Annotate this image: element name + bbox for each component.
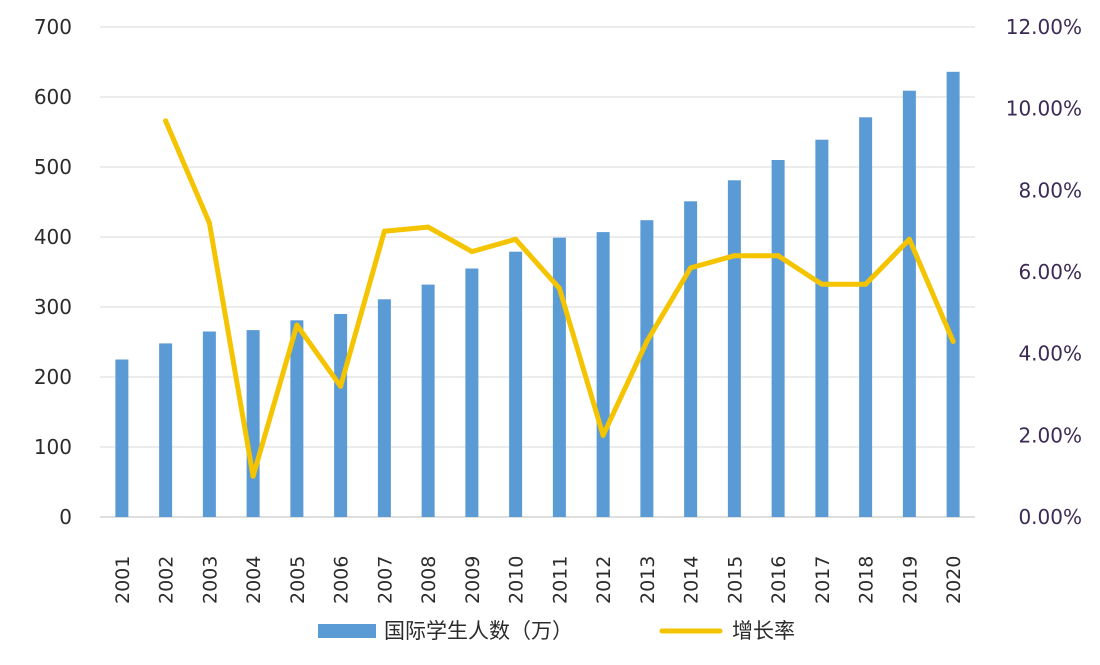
x-tick-label: 2013	[637, 556, 659, 604]
growth-rate-point	[381, 228, 387, 234]
x-tick-label: 2012	[593, 556, 615, 604]
y-left-tick-label: 600	[34, 85, 72, 109]
bar	[596, 232, 610, 517]
left-axis-ticks: 0 100 200 300 400 500 600 700	[34, 15, 72, 529]
growth-rate-point	[950, 338, 956, 344]
x-tick-label: 2006	[331, 556, 353, 604]
x-tick-label: 2001	[112, 556, 134, 604]
y-left-tick-label: 700	[34, 15, 72, 39]
bar	[246, 330, 260, 517]
x-tick-label: 2010	[506, 556, 528, 604]
line-series	[163, 118, 956, 479]
x-tick-label: 2008	[418, 556, 440, 604]
y-right-tick-label: 6.00%	[1018, 260, 1082, 284]
growth-rate-point	[513, 236, 519, 242]
growth-rate-point	[338, 383, 344, 389]
legend-bar-label: 国际学生人数（万）	[384, 619, 573, 643]
bar	[509, 251, 523, 517]
x-axis-ticks: 2001 2002 2003 2004 2005 2006 2007 2008 2009 2010…	[112, 556, 965, 604]
y-right-tick-label: 8.00%	[1018, 178, 1082, 202]
y-right-tick-label: 4.00%	[1018, 342, 1082, 366]
x-tick-label: 2005	[287, 556, 309, 604]
growth-rate-point	[731, 253, 737, 259]
growth-rate-point	[556, 285, 562, 291]
legend-line-label: 增长率	[732, 619, 795, 643]
y-right-tick-label: 12.00%	[1006, 15, 1082, 39]
x-tick-label: 2019	[899, 556, 921, 604]
bar	[771, 160, 785, 517]
growth-rate-point	[469, 249, 475, 255]
x-tick-label: 2015	[724, 556, 746, 604]
growth-rate-point	[600, 432, 606, 438]
bar	[421, 284, 435, 517]
y-left-tick-label: 300	[34, 295, 72, 319]
bar	[465, 268, 479, 517]
bar	[684, 201, 698, 518]
bar-series	[115, 71, 960, 518]
right-axis-ticks: 0.00% 2.00% 4.00% 6.00% 8.00% 10.00% 12.00%	[1006, 15, 1082, 529]
growth-rate-point	[163, 118, 169, 124]
bar	[202, 331, 216, 517]
bar	[902, 90, 916, 517]
y-right-tick-label: 2.00%	[1018, 423, 1082, 447]
growth-rate-point	[206, 220, 212, 226]
growth-rate-point	[644, 338, 650, 344]
legend-bar-swatch	[318, 624, 376, 638]
growth-rate-point	[863, 281, 869, 287]
legend: 国际学生人数（万） 增长率	[318, 619, 795, 643]
bar	[815, 139, 829, 517]
x-tick-label: 2014	[681, 556, 703, 604]
growth-rate-point	[775, 253, 781, 259]
y-left-tick-label: 500	[34, 155, 72, 179]
bar	[115, 359, 129, 517]
growth-rate-point	[250, 473, 256, 479]
bar	[290, 320, 304, 517]
y-left-tick-label: 100	[34, 435, 72, 459]
x-tick-label: 2016	[768, 556, 790, 604]
bar	[727, 180, 741, 518]
y-right-tick-label: 0.00%	[1018, 505, 1082, 529]
x-tick-label: 2020	[943, 556, 965, 604]
y-right-tick-label: 10.00%	[1006, 97, 1082, 121]
bar	[859, 117, 873, 518]
x-tick-label: 2002	[156, 556, 178, 604]
growth-rate-point	[425, 224, 431, 230]
y-left-tick-label: 400	[34, 225, 72, 249]
bar	[377, 299, 391, 517]
x-tick-label: 2009	[462, 556, 484, 604]
bar	[334, 314, 348, 517]
y-left-tick-label: 0	[59, 505, 72, 529]
x-tick-label: 2007	[374, 556, 396, 604]
gridlines	[100, 26, 975, 518]
growth-rate-point	[819, 281, 825, 287]
growth-rate-point	[294, 322, 300, 328]
y-left-tick-label: 200	[34, 365, 72, 389]
x-tick-label: 2018	[856, 556, 878, 604]
growth-rate-point	[906, 236, 912, 242]
x-tick-label: 2003	[199, 556, 221, 604]
bar	[946, 71, 960, 518]
bar	[159, 343, 173, 517]
x-tick-label: 2017	[812, 556, 834, 604]
x-tick-label: 2011	[549, 556, 571, 604]
growth-rate-point	[688, 265, 694, 271]
bar	[640, 220, 654, 517]
x-tick-label: 2004	[243, 556, 265, 604]
